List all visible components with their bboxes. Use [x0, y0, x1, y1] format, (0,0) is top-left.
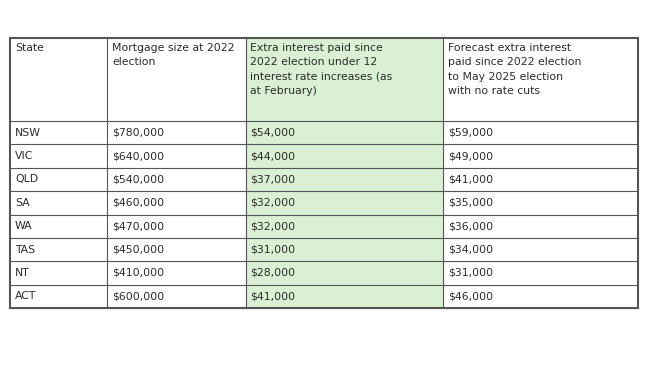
Bar — [107, 261, 246, 285]
Bar — [107, 38, 246, 121]
Bar — [107, 214, 246, 238]
Text: $31,000: $31,000 — [250, 244, 296, 255]
Text: $28,000: $28,000 — [250, 268, 296, 278]
Text: TAS: TAS — [15, 244, 35, 255]
Text: Extra interest paid since
2022 election under 12
interest rate increases (as
at : Extra interest paid since 2022 election … — [250, 43, 393, 96]
Text: $49,000: $49,000 — [448, 151, 493, 161]
Text: $780,000: $780,000 — [112, 128, 164, 138]
Bar — [107, 238, 246, 261]
Text: SA: SA — [15, 198, 30, 208]
Text: NSW: NSW — [15, 128, 41, 138]
Bar — [10, 38, 638, 308]
Text: WA: WA — [15, 221, 32, 231]
Bar — [10, 285, 107, 308]
Text: $36,000: $36,000 — [448, 221, 493, 231]
Text: $44,000: $44,000 — [250, 151, 296, 161]
Bar — [443, 144, 638, 168]
Bar — [443, 121, 638, 144]
Text: $540,000: $540,000 — [112, 175, 164, 184]
Bar — [10, 121, 107, 144]
Bar — [443, 238, 638, 261]
Text: $410,000: $410,000 — [112, 268, 164, 278]
Bar — [246, 191, 443, 214]
Text: $37,000: $37,000 — [250, 175, 296, 184]
Text: $59,000: $59,000 — [448, 128, 493, 138]
Text: VIC: VIC — [15, 151, 33, 161]
Bar — [246, 38, 443, 121]
Text: $450,000: $450,000 — [112, 244, 164, 255]
Text: $41,000: $41,000 — [250, 291, 296, 301]
Bar — [443, 261, 638, 285]
Text: $46,000: $46,000 — [448, 291, 493, 301]
Text: $41,000: $41,000 — [448, 175, 493, 184]
Bar — [107, 168, 246, 191]
Text: $460,000: $460,000 — [112, 198, 164, 208]
Text: $31,000: $31,000 — [448, 268, 493, 278]
Text: $600,000: $600,000 — [112, 291, 164, 301]
Bar — [246, 261, 443, 285]
Bar — [246, 214, 443, 238]
Text: $35,000: $35,000 — [448, 198, 493, 208]
Bar — [107, 121, 246, 144]
Bar — [10, 168, 107, 191]
Text: $470,000: $470,000 — [112, 221, 164, 231]
Text: $32,000: $32,000 — [250, 198, 296, 208]
Bar — [107, 285, 246, 308]
Text: $54,000: $54,000 — [250, 128, 296, 138]
Text: Forecast extra interest
paid since 2022 election
to May 2025 election
with no ra: Forecast extra interest paid since 2022 … — [448, 43, 582, 96]
Bar — [10, 238, 107, 261]
Text: $32,000: $32,000 — [250, 221, 296, 231]
Bar — [107, 144, 246, 168]
Bar — [10, 38, 107, 121]
Text: $640,000: $640,000 — [112, 151, 164, 161]
Bar — [10, 214, 107, 238]
Bar — [10, 261, 107, 285]
Bar — [246, 285, 443, 308]
Bar — [443, 168, 638, 191]
Bar — [246, 144, 443, 168]
Text: ACT: ACT — [15, 291, 36, 301]
Text: State: State — [15, 43, 44, 53]
Bar — [443, 191, 638, 214]
Bar — [246, 238, 443, 261]
Bar — [443, 38, 638, 121]
Bar — [443, 285, 638, 308]
Text: NT: NT — [15, 268, 30, 278]
Bar — [246, 168, 443, 191]
Text: Mortgage size at 2022
election: Mortgage size at 2022 election — [112, 43, 235, 67]
Bar — [443, 214, 638, 238]
Bar — [10, 144, 107, 168]
Text: $34,000: $34,000 — [448, 244, 493, 255]
Text: QLD: QLD — [15, 175, 38, 184]
Bar — [107, 191, 246, 214]
Bar — [10, 191, 107, 214]
Bar — [246, 121, 443, 144]
